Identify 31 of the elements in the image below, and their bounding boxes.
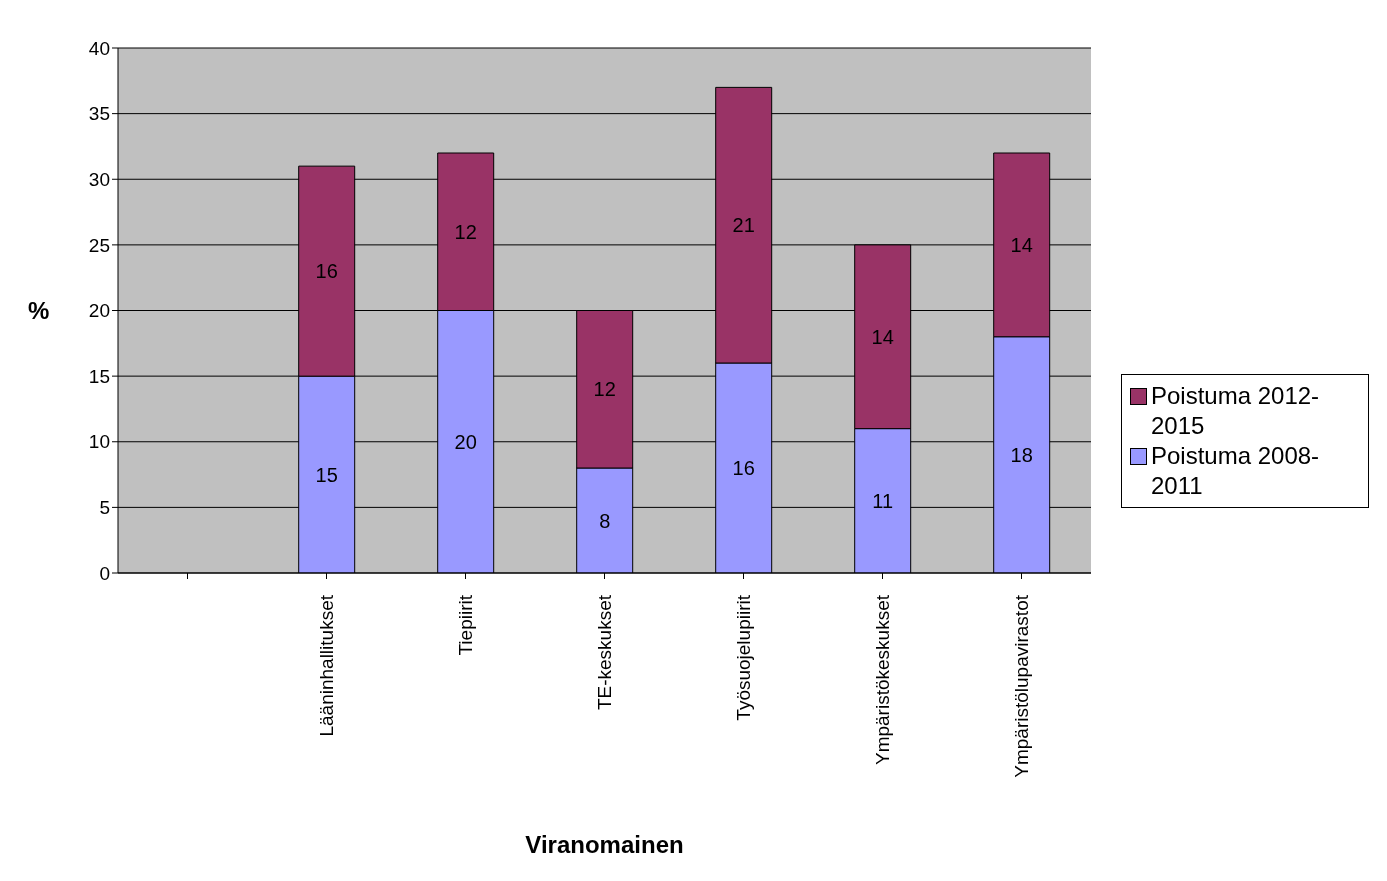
data-label: 21 (732, 214, 755, 237)
y-tick-label: 20 (88, 300, 110, 322)
data-label: 18 (1010, 443, 1033, 466)
data-label: 12 (593, 378, 616, 401)
y-tick-label: 5 (99, 497, 110, 519)
data-label: 20 (454, 430, 477, 453)
y-tick-label: 40 (88, 37, 110, 59)
y-tick-label: 30 (88, 168, 110, 190)
x-tick-label: Työsuojelupiirit (733, 594, 754, 721)
y-tick-label: 15 (88, 365, 110, 387)
x-tick-label: Ympäristölupavirastot (1011, 594, 1032, 778)
x-axis-title: Viranomainen (525, 831, 684, 858)
y-tick-label: 35 (88, 103, 110, 125)
y-tick-label: 10 (88, 431, 110, 453)
x-tick-label: Ympäristökeskukset (872, 594, 893, 766)
legend-label: Poistuma 2012-2015 (1151, 380, 1321, 441)
data-label: 14 (871, 325, 894, 348)
legend-label: Poistuma 2008-2011 (1151, 440, 1321, 501)
x-tick-label: TE-keskukset (594, 594, 615, 711)
data-label: 12 (454, 220, 477, 243)
data-label: 16 (315, 260, 338, 283)
y-tick-label: 0 (99, 562, 110, 584)
x-tick-label: Lääninhallitukset (316, 594, 337, 737)
y-tick-label: 25 (88, 234, 110, 256)
x-tick-label: Tiepiirit (455, 594, 476, 656)
data-label: 16 (732, 457, 755, 480)
data-label: 8 (599, 509, 611, 532)
y-axis-title: % (28, 297, 50, 325)
data-label: 11 (872, 489, 894, 512)
data-label: 15 (315, 463, 338, 486)
data-label: 14 (1010, 233, 1033, 256)
